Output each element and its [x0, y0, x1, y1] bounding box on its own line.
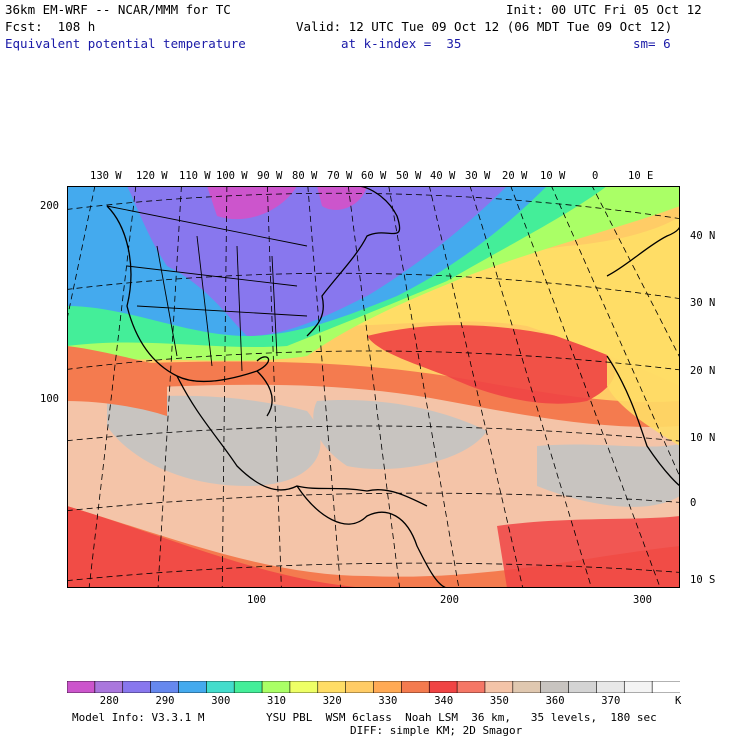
- colorbar-swatch: [150, 681, 180, 693]
- colorbar-swatch: [289, 681, 319, 693]
- colorbar-swatch: [428, 681, 458, 693]
- colorbar-label: 330: [378, 695, 398, 707]
- political-borders: [106, 205, 308, 372]
- field-name: Equivalent potential temperature: [5, 36, 246, 51]
- colorbar-swatch: [512, 681, 542, 693]
- colorbar-swatch: [623, 681, 653, 693]
- colorbar-swatch: [233, 681, 263, 693]
- lat-label: 10 S: [690, 574, 716, 586]
- grid-x-label: 200: [440, 594, 459, 606]
- colorbar-label: 320: [322, 695, 342, 707]
- colorbar-label: 300: [211, 695, 231, 707]
- lon-label: 130 W: [90, 170, 122, 182]
- contour-band-280: [317, 186, 367, 210]
- lat-label: 10 N: [690, 432, 716, 444]
- lon-label: 100 W: [216, 170, 248, 182]
- contour-band-330: [327, 216, 680, 386]
- contour-patch-360: [107, 395, 321, 486]
- init-time: Init: 00 UTC Fri 05 Oct 12: [506, 2, 702, 17]
- contour-patch-360: [537, 444, 680, 507]
- k-index-label: at k-index = 35: [341, 36, 462, 51]
- lon-label: 40 W: [430, 170, 456, 182]
- colorbar-label: 370: [601, 695, 621, 707]
- contour-patch-360: [313, 400, 487, 470]
- lon-label: 10 E: [628, 170, 654, 182]
- lon-label: 80 W: [292, 170, 318, 182]
- contour-band-345: [67, 506, 367, 588]
- colorbar-swatch: [261, 681, 291, 693]
- grid-y-label: 100: [40, 393, 59, 405]
- colorbar-label: 350: [489, 695, 509, 707]
- physics-info: YSU PBL WSM 6class Noah LSM 36 km, 35 le…: [266, 711, 657, 724]
- colorbar-swatch: [401, 681, 430, 693]
- lon-label: 50 W: [396, 170, 422, 182]
- colorbar-label: 360: [545, 695, 565, 707]
- colorbar-swatch: [540, 681, 570, 693]
- model-info: Model Info: V3.3.1 M: [72, 711, 205, 724]
- colorbar-label: 310: [267, 695, 286, 707]
- lat-label: 0: [690, 497, 697, 509]
- colorbar-swatch: [317, 681, 347, 693]
- valid-time: Valid: 12 UTC Tue 09 Oct 12 (06 MDT Tue …: [296, 19, 673, 34]
- grid-x-label: 300: [633, 594, 652, 606]
- contour-band-330: [607, 266, 680, 446]
- lon-label: 0: [592, 170, 599, 182]
- colorbar-swatch: [568, 681, 598, 693]
- lon-label: 110 W: [179, 170, 211, 182]
- smoothing-label: sm= 6: [633, 36, 671, 51]
- lon-label: 70 W: [327, 170, 353, 182]
- lat-label: 40 N: [690, 230, 716, 242]
- colorbar-swatch: [345, 681, 375, 693]
- lon-label: 30 W: [465, 170, 491, 182]
- model-title: 36km EM-WRF -- NCAR/MMM for TC: [5, 2, 231, 17]
- colorbar-swatch: [373, 681, 402, 693]
- lon-label: 120 W: [136, 170, 168, 182]
- grid-y-label: 200: [40, 200, 59, 212]
- colorbar-swatch: [122, 681, 152, 693]
- colorbar-swatch: [94, 681, 124, 693]
- lon-label: 60 W: [361, 170, 387, 182]
- colorbar-swatch: [67, 681, 96, 693]
- grid-x-label: 100: [247, 594, 266, 606]
- equivalent-potential-temperature-map: [67, 186, 680, 588]
- graticule: [67, 186, 680, 588]
- colorbar-swatch: [206, 681, 235, 693]
- colorbar: [67, 681, 680, 693]
- contour-band-335: [67, 346, 167, 416]
- lat-label: 20 N: [690, 365, 716, 377]
- diffusion-info: DIFF: simple KM; 2D Smagor: [350, 724, 523, 737]
- lat-label: 30 N: [690, 297, 716, 309]
- lon-label: 10 W: [540, 170, 566, 182]
- colorbar-swatch: [651, 681, 680, 693]
- colorbar-label: 290: [155, 695, 175, 707]
- contour-band-280: [207, 186, 297, 220]
- colorbar-label: 340: [434, 695, 454, 707]
- contour-band-340: [367, 325, 616, 404]
- contour-band-345: [497, 516, 680, 588]
- colorbar-swatch: [484, 681, 514, 693]
- map-frame: [67, 186, 680, 588]
- forecast-hour: Fcst: 108 h: [5, 19, 96, 34]
- lon-label: 20 W: [502, 170, 528, 182]
- colorbar-swatch: [178, 681, 207, 693]
- contour-band-290: [127, 186, 507, 336]
- coastlines: [106, 186, 680, 588]
- colorbar-unit: K: [675, 695, 682, 707]
- lon-label: 90 W: [257, 170, 283, 182]
- colorbar-swatch: [596, 681, 625, 693]
- colorbar-label: 280: [99, 695, 119, 707]
- colorbar-swatch: [456, 681, 486, 693]
